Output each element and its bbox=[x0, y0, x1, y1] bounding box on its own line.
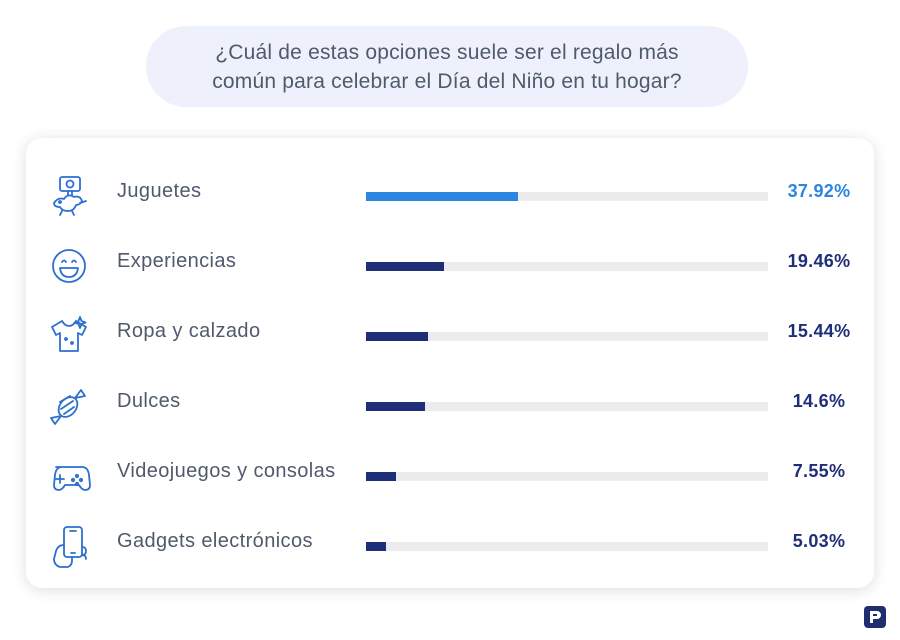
question-line-2: común para celebrar el Día del Niño en t… bbox=[212, 69, 682, 93]
chart-row: Gadgets electrónicos 5.03% bbox=[26, 506, 874, 576]
toy-dinosaur-icon bbox=[46, 173, 92, 219]
t-shirt-icon bbox=[46, 313, 92, 359]
smartphone-hand-icon bbox=[46, 523, 92, 569]
category-label: Juguetes bbox=[117, 180, 202, 202]
smiley-face-icon bbox=[46, 243, 92, 289]
bar-track bbox=[366, 262, 768, 271]
bar-track bbox=[366, 192, 768, 201]
chart-row: Videojuegos y consolas 7.55% bbox=[26, 436, 874, 506]
question-line-1: ¿Cuál de estas opciones suele ser el reg… bbox=[215, 40, 679, 64]
candy-icon bbox=[46, 383, 92, 429]
bar-track bbox=[366, 332, 768, 341]
value-label: 14.6% bbox=[792, 391, 846, 411]
bar-track bbox=[366, 472, 768, 481]
chart-row: Dulces 14.6% bbox=[26, 366, 874, 436]
bar bbox=[366, 262, 445, 271]
bar bbox=[366, 332, 429, 341]
survey-question: ¿Cuál de estas opciones suele ser el reg… bbox=[146, 26, 748, 107]
category-label: Videojuegos y consolas bbox=[117, 460, 336, 482]
category-label: Ropa y calzado bbox=[117, 320, 261, 342]
chart-row: Experiencias 19.46% bbox=[26, 226, 874, 296]
value-label: 5.03% bbox=[792, 531, 846, 551]
brand-logo bbox=[864, 606, 886, 628]
category-label: Gadgets electrónicos bbox=[117, 530, 313, 552]
bar-track bbox=[366, 542, 768, 551]
results-card: Juguetes 37.92% Experiencias 19.46% Ropa y c… bbox=[26, 138, 874, 588]
chart-row: Juguetes 37.92% bbox=[26, 156, 874, 226]
gamepad-icon bbox=[46, 453, 92, 499]
bar bbox=[366, 472, 397, 481]
value-label: 15.44% bbox=[787, 321, 851, 341]
bar-track bbox=[366, 402, 768, 411]
bar bbox=[366, 402, 425, 411]
category-label: Experiencias bbox=[117, 250, 237, 272]
chart-row: Ropa y calzado 15.44% bbox=[26, 296, 874, 366]
value-label: 19.46% bbox=[787, 251, 851, 271]
category-label: Dulces bbox=[117, 390, 181, 412]
value-label: 37.92% bbox=[787, 181, 851, 201]
bar bbox=[366, 192, 519, 201]
value-label: 7.55% bbox=[792, 461, 846, 481]
bar bbox=[366, 542, 387, 551]
